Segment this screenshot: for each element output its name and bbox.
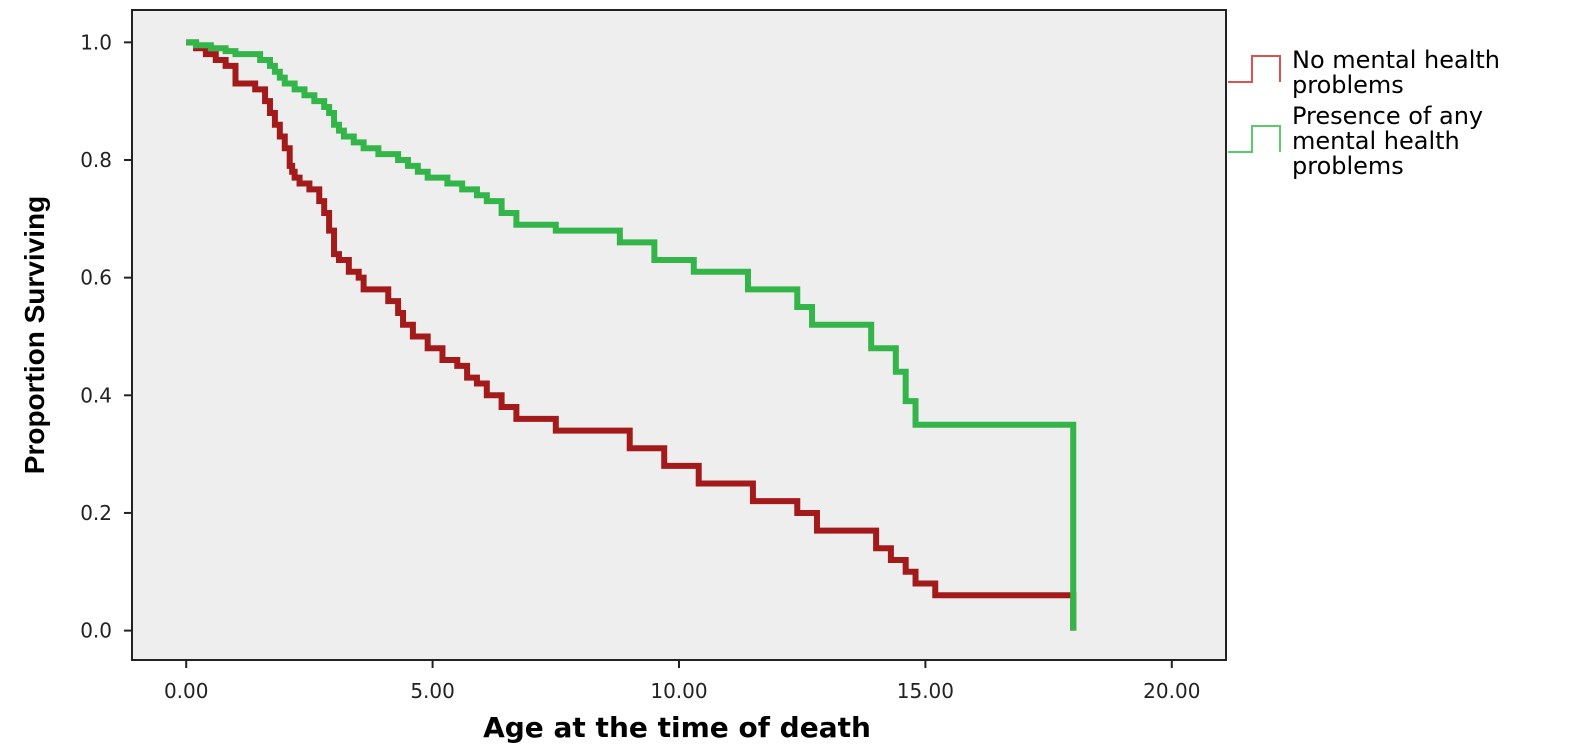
series-line-1 [186,39,1077,631]
legend-label: No mental health [1292,46,1500,74]
y-axis-title: Proportion Surviving [19,196,50,474]
legend-label: problems [1292,152,1404,180]
y-tick-label: 1.0 [80,30,112,54]
legend-label: problems [1292,71,1404,99]
x-axis: 0.00 5.00 10.00 15.00 20.00 [164,660,1200,703]
legend-label: Presence of any [1292,102,1483,130]
y-tick-label: 0.6 [80,266,112,290]
x-tick-label: 15.00 [897,679,954,703]
x-tick-label: 0.00 [164,679,209,703]
plot-area [132,10,1226,660]
y-tick-label: 0.8 [80,148,112,172]
y-tick-label: 0.4 [80,383,112,407]
x-tick-label: 20.00 [1143,679,1200,703]
y-tick-label: 0.2 [80,501,112,525]
y-tick-label: 0.0 [80,619,112,643]
x-tick-label: 10.00 [650,679,707,703]
legend-swatch [1228,55,1281,83]
x-axis-title: Age at the time of death [483,711,871,744]
y-axis: 0.0 0.2 0.4 0.6 0.8 1.0 [80,30,132,643]
x-tick-label: 5.00 [410,679,455,703]
legend-label: mental health [1292,127,1460,155]
series-layer [186,39,1077,631]
legend-swatch [1228,125,1281,153]
series-line-2 [186,39,1077,631]
